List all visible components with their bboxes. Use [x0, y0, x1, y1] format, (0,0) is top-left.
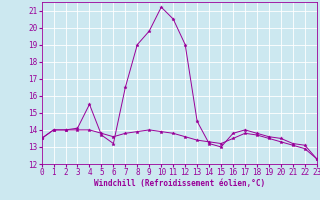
X-axis label: Windchill (Refroidissement éolien,°C): Windchill (Refroidissement éolien,°C) [94, 179, 265, 188]
